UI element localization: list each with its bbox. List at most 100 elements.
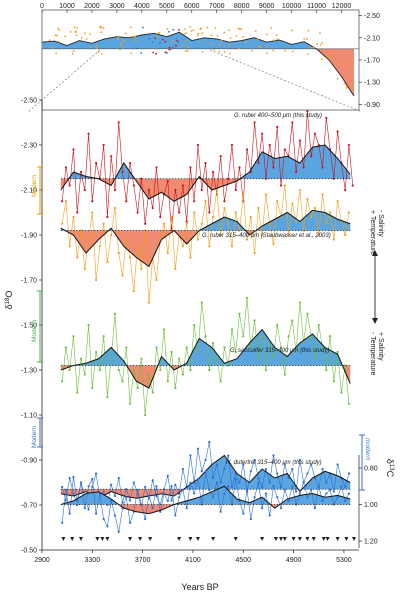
series-point — [321, 346, 324, 349]
series-negative-area — [60, 365, 351, 388]
series-point — [325, 116, 328, 120]
series-point — [76, 211, 79, 214]
overview-point — [181, 44, 184, 47]
series-point — [336, 463, 339, 466]
sample-marker — [282, 537, 287, 541]
overview-x-tick-label: 11000 — [307, 3, 326, 10]
main-y-ticks: -2.50 -2.30 -2.10 -1.90 -1.70 -1.50 -1.30 -1.10… — [21, 98, 42, 555]
series-point — [106, 260, 109, 264]
overview-panel: 0 1000 2000 3000 4000 5000 6000 7000 8000 9000 100… — [27, 3, 380, 113]
series-point — [117, 121, 120, 124]
series-point — [155, 278, 158, 282]
series-point — [200, 301, 203, 304]
series-point — [268, 481, 271, 484]
series-point — [261, 485, 264, 489]
overview-point — [141, 26, 144, 29]
overview-point — [319, 32, 321, 34]
modern-bar-blue — [37, 417, 43, 448]
overview-point — [164, 51, 167, 54]
sample-marker — [344, 537, 349, 541]
series-smooth-line — [60, 485, 351, 515]
overview-y-ticks: -2.50 -2.10 -1.70 -1.30 -0.90 — [359, 13, 380, 109]
series-point — [321, 499, 324, 502]
series-point — [268, 222, 271, 225]
y-tick-label: -2.10 — [21, 188, 37, 195]
series-positive-area — [60, 329, 351, 366]
series-point — [287, 233, 290, 237]
series-point — [166, 380, 169, 383]
overview-point — [130, 52, 133, 55]
series-point — [98, 368, 101, 372]
overview-point — [168, 46, 171, 49]
series-point — [313, 206, 317, 210]
series-point — [76, 391, 79, 394]
series-point — [117, 368, 120, 372]
overview-y-tick-label: -0.90 — [364, 102, 380, 109]
series-point — [185, 222, 188, 225]
overview-point — [242, 36, 244, 38]
series-point — [117, 251, 120, 255]
series-point — [215, 481, 218, 484]
series-point — [298, 458, 301, 462]
series-point — [185, 220, 188, 223]
series-point — [325, 222, 328, 225]
overview-point — [235, 35, 238, 37]
y-tick-label: -1.10 — [21, 413, 37, 420]
series-point — [193, 200, 196, 203]
series-point — [155, 166, 158, 169]
series-point — [332, 177, 335, 180]
series-point — [174, 514, 177, 517]
series-point — [61, 521, 64, 524]
overview-point — [275, 34, 278, 37]
overview-point — [238, 28, 241, 31]
series-point — [121, 380, 124, 383]
series-point — [147, 301, 151, 304]
series-point — [223, 492, 226, 495]
series-point — [125, 488, 128, 491]
overview-point — [342, 62, 344, 64]
modern-label-orange: Modern — [31, 175, 38, 197]
overview-negative-area — [42, 48, 355, 97]
series-point — [94, 512, 98, 515]
series-label-sacculifer: G. sacculifer 315–400 μm (this study) — [230, 348, 329, 354]
series-point — [336, 496, 339, 499]
modern-bar-right — [359, 434, 365, 491]
series-point — [321, 467, 324, 471]
series-point — [185, 507, 188, 510]
zoom-guide-right — [209, 49, 363, 113]
series-point — [106, 395, 109, 399]
annotation-salinity-top: - Salinity — [377, 210, 384, 237]
series-point — [208, 440, 211, 444]
overview-point — [164, 40, 167, 43]
series-point — [230, 485, 234, 489]
overview-point — [168, 30, 170, 33]
series-point — [257, 476, 260, 480]
series-point — [306, 197, 309, 201]
series-point — [298, 139, 301, 142]
series-point — [287, 499, 290, 502]
series-label-ruber-small: G. ruber 315–400 μm (Staubwasser et al.,… — [202, 233, 331, 239]
overview-point — [218, 43, 221, 46]
series-point — [110, 357, 113, 360]
series-point — [136, 211, 139, 214]
overview-point — [165, 52, 168, 54]
series-point — [128, 402, 132, 405]
series-point — [264, 193, 268, 196]
sample-marker — [297, 537, 302, 541]
overview-point — [199, 41, 201, 44]
series-point — [245, 488, 249, 491]
series-negative-area — [60, 230, 351, 267]
overview-point — [80, 37, 83, 39]
series-point — [196, 447, 200, 450]
series-point — [245, 148, 249, 151]
series-point — [72, 476, 75, 479]
overview-point — [134, 39, 137, 42]
series-point — [110, 233, 113, 237]
sample-marker — [95, 537, 100, 541]
overview-point — [196, 34, 199, 37]
series-point — [113, 494, 117, 498]
series-point — [295, 490, 298, 493]
series-point — [140, 357, 143, 360]
series-point — [166, 474, 169, 477]
series-point — [110, 499, 113, 502]
